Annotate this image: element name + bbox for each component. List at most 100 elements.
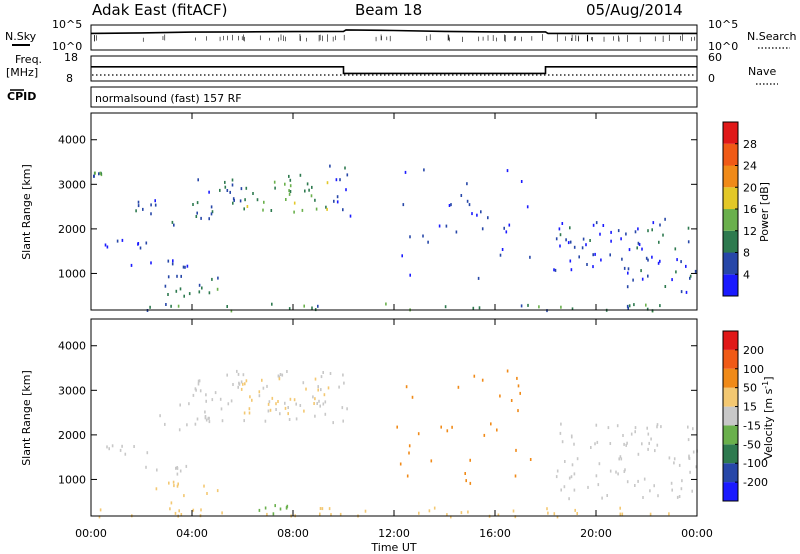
power-cell (175, 289, 178, 293)
power-cell (308, 188, 310, 192)
velocity-cell (342, 419, 344, 423)
power-cell (662, 233, 664, 237)
power-cell (651, 309, 654, 313)
power-cell (422, 234, 424, 238)
velocity-cell (609, 442, 612, 445)
power-cell (333, 199, 335, 203)
power-cell (641, 277, 644, 281)
velocity-cell (560, 488, 562, 492)
velocity-cell (499, 394, 501, 398)
power-cell (623, 266, 626, 270)
velocity-cell (313, 402, 315, 405)
velocity-cell (680, 487, 683, 491)
power-cell (233, 198, 235, 202)
power-cell (555, 237, 558, 241)
velocity-cell (596, 440, 599, 444)
power-cell (201, 286, 203, 290)
velocity-cell (236, 369, 238, 373)
velocity-cell (249, 395, 251, 399)
velocity-cell (197, 379, 200, 383)
power-cell (559, 244, 561, 248)
velocity-cell (164, 422, 166, 426)
power-cell (154, 199, 156, 203)
velocity-cell (630, 432, 633, 436)
velocity-cell (237, 372, 240, 376)
velocity-cell (512, 509, 515, 513)
power-cell (685, 264, 687, 268)
power-cell (288, 192, 291, 196)
velocity-cell (417, 432, 420, 436)
power-cell (505, 230, 508, 234)
velocity-cell (573, 442, 575, 446)
power-cell (409, 273, 411, 277)
power-cell (195, 215, 198, 218)
velocity-cell (267, 402, 270, 406)
velocity-cell (597, 483, 600, 487)
power-cell (627, 267, 630, 271)
power-cell (177, 304, 180, 308)
power-cell (342, 208, 344, 212)
velocity-cell (514, 515, 517, 519)
velocity-cell (232, 383, 234, 386)
velocity-panel-frame (90, 318, 698, 517)
velocity-cell (406, 474, 409, 478)
power-cell (196, 211, 198, 215)
velocity-cell (457, 385, 460, 389)
x-tick-label: 16:00 (479, 527, 511, 540)
power-cell (632, 278, 634, 282)
velocity-ytick-label: 1000 (58, 473, 86, 486)
power-cell (610, 230, 612, 234)
power-cell (104, 243, 107, 247)
velocity-cell (244, 382, 246, 386)
velocity-cell (681, 479, 683, 483)
power-cell (651, 228, 653, 232)
power-cell (176, 274, 178, 278)
velocity-cell (496, 428, 498, 432)
power-cell (471, 212, 473, 216)
power-cell (625, 232, 627, 236)
power-cell (478, 306, 481, 310)
power-cell (617, 229, 620, 233)
velocity-cell (319, 507, 322, 510)
velocity-cell (598, 462, 601, 466)
velocity-cell (660, 425, 662, 429)
power-cell (270, 209, 273, 212)
velocity-cell (323, 393, 326, 397)
power-cell (558, 227, 561, 231)
velocity-heatmap (98, 369, 698, 519)
power-cell (573, 245, 576, 249)
power-colorbar-label: Power [dB] (758, 182, 771, 242)
power-cell (640, 269, 642, 273)
power-cell (224, 185, 227, 189)
velocity-colorbar-tick-label: 100 (743, 363, 764, 376)
velocity-cell (621, 512, 624, 516)
velocity-cell (338, 385, 340, 389)
velocity-cell (219, 397, 222, 401)
freq-unit-label: [MHz] (6, 66, 38, 79)
velocity-cell (146, 451, 149, 455)
velocity-cell (587, 485, 589, 489)
power-ytick-label: 4000 (58, 134, 86, 147)
velocity-cell (519, 391, 521, 395)
station-title: Adak East (fitACF) (92, 1, 227, 19)
velocity-cell (574, 508, 576, 512)
power-cell (546, 309, 548, 313)
power-colorbar-tick-label: 20 (743, 181, 757, 194)
velocity-colorbar-tick-label: -100 (743, 457, 768, 470)
velocity-cell (179, 403, 181, 407)
power-cell (466, 199, 469, 203)
power-colorbar-tick-label: 8 (743, 247, 750, 260)
velocity-cell (211, 398, 214, 402)
power-cell (301, 208, 304, 212)
velocity-cell (576, 457, 579, 461)
power-cell (299, 173, 302, 177)
power-cell (664, 285, 667, 288)
velocity-cell (673, 457, 676, 461)
power-cell (256, 198, 259, 202)
velocity-cell (320, 388, 322, 392)
velocity-cell (185, 464, 188, 468)
power-cell (135, 209, 137, 213)
velocity-cell (258, 394, 261, 398)
power-cell (226, 189, 229, 192)
power-cell (637, 227, 639, 231)
